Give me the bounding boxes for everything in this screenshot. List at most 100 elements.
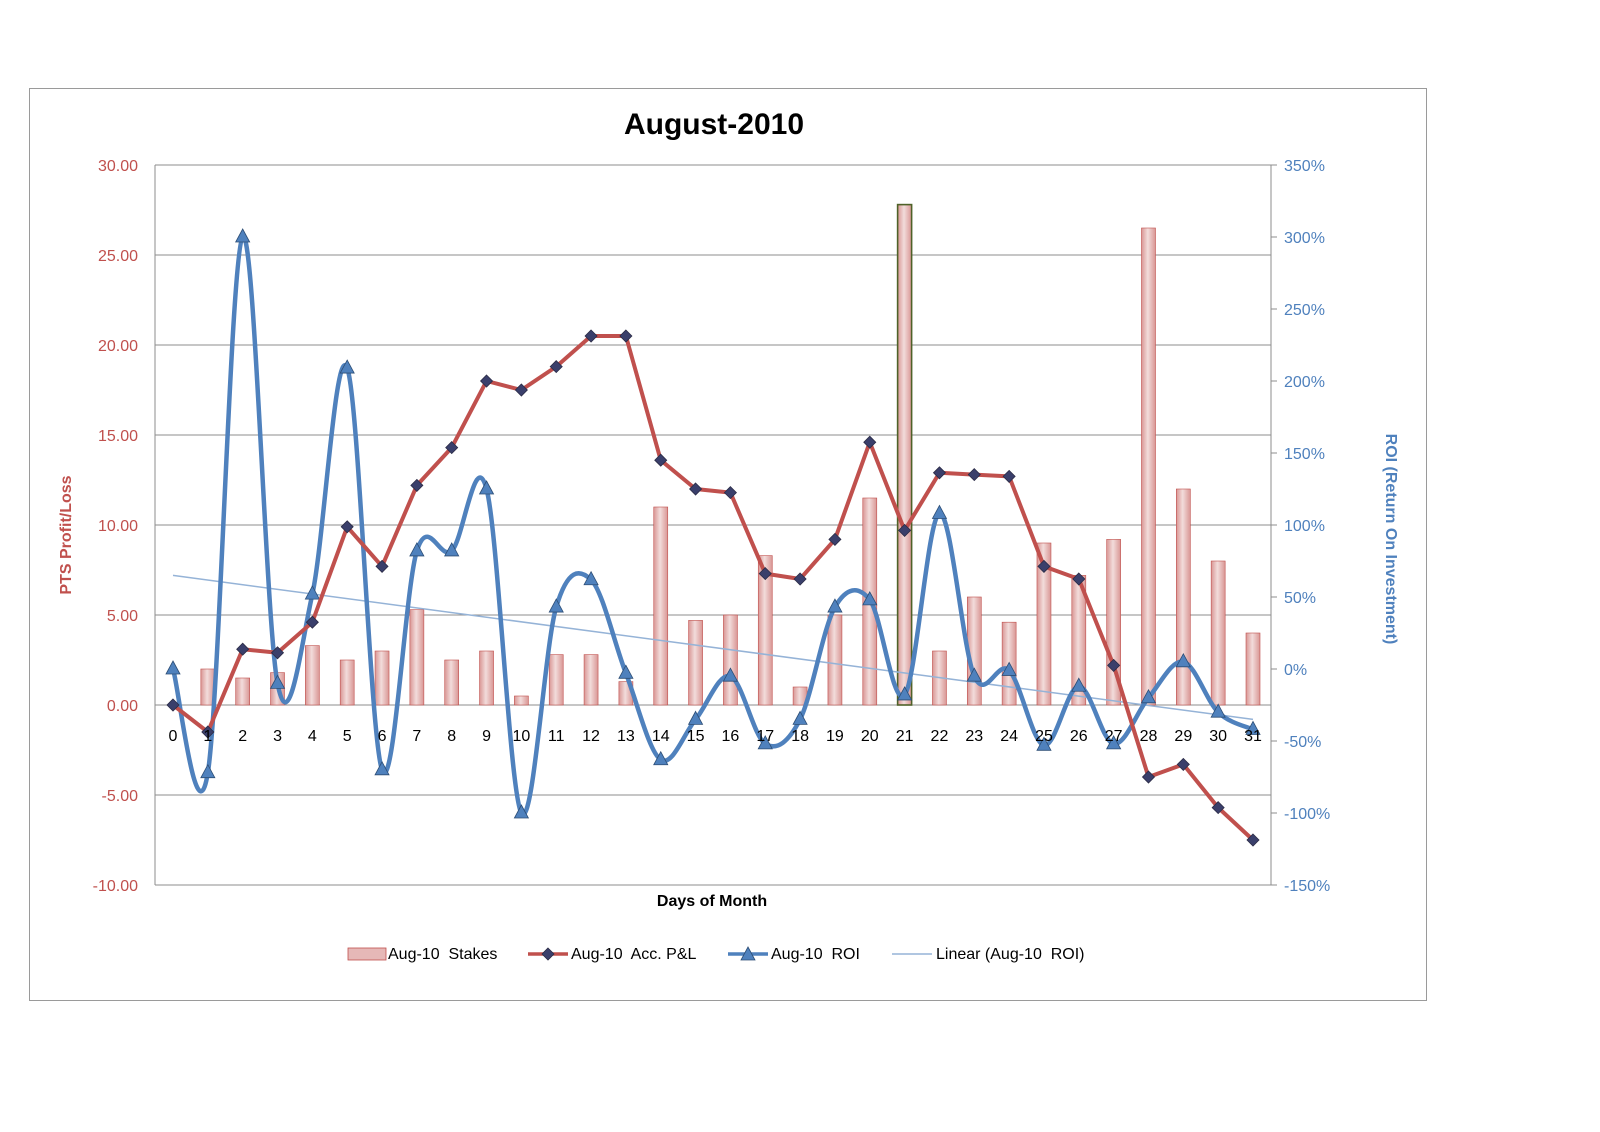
legend-label-trend: Linear (Aug-10 ROI): [936, 946, 1085, 963]
legend-label-roi: Aug-10 ROI: [771, 946, 860, 963]
chart-svg: August-2010 30.0025.0020.0015.0010.005.0…: [58, 108, 1399, 963]
stakes-bar: [1210, 560, 1226, 706]
x-tick-label: 18: [791, 728, 809, 745]
roi-point: [896, 686, 913, 701]
legend-swatch-stakes: [347, 947, 387, 961]
roi-point: [1245, 720, 1261, 735]
acc-pl-point: [723, 486, 737, 500]
roi-point: [444, 542, 460, 557]
y-right-tick-label: 350%: [1284, 158, 1325, 175]
acc-pl-point: [549, 360, 563, 374]
acc-pl-point: [1002, 469, 1016, 483]
roi-point: [304, 585, 321, 600]
y-left-tick-label: -10.00: [93, 878, 138, 895]
x-tick-label: 5: [343, 728, 352, 745]
y-left-tick-label: 25.00: [98, 248, 138, 265]
roi-series: [165, 228, 1261, 819]
legend-marker-roi: [740, 946, 756, 961]
acc-pl-series: [166, 329, 1260, 847]
y-left-tick-label: 5.00: [107, 608, 138, 625]
legend: Aug-10 Stakes Aug-10 Acc. P&L Aug-10 ROI…: [347, 946, 1085, 963]
roi-point: [757, 735, 773, 750]
acc-pl-point: [898, 523, 912, 537]
roi-point: [1036, 736, 1052, 751]
acc-pl-point: [410, 478, 424, 492]
x-tick-label: 27: [1105, 728, 1123, 745]
y-right-tick-label: -150%: [1284, 878, 1330, 895]
stakes-bar: [757, 555, 773, 706]
stakes-bar: [374, 650, 390, 706]
stakes-bar: [235, 677, 250, 706]
stakes-bar: [514, 695, 529, 706]
x-tick-label: 0: [169, 728, 178, 745]
stakes-bar: [305, 645, 320, 706]
x-axis-title: Days of Month: [657, 893, 767, 910]
x-tick-label: 3: [273, 728, 282, 745]
roi-point: [618, 664, 634, 679]
x-tick-label: 9: [482, 728, 491, 745]
stakes-bar: [548, 654, 564, 706]
legend-marker-acc-pl: [541, 947, 555, 961]
acc-pl-point: [479, 374, 494, 388]
x-tick-label: 16: [722, 728, 740, 745]
x-tick-label: 7: [412, 728, 421, 745]
acc-pl-point: [932, 466, 947, 480]
x-tick-label: 15: [687, 728, 705, 745]
x-tick-label: 6: [378, 728, 387, 745]
y-left-tick-label: 20.00: [98, 338, 138, 355]
roi-point: [1175, 652, 1191, 668]
acc-pl-point: [445, 441, 459, 455]
y-left-tick-label: 0.00: [107, 698, 138, 715]
acc-pl-point: [1176, 757, 1190, 771]
axes: [154, 164, 1277, 886]
acc-pl-point: [758, 567, 772, 581]
stakes-bar: [339, 659, 355, 706]
x-tick-label: 28: [1140, 728, 1158, 745]
acc-pl-point: [236, 642, 250, 656]
roi-point: [339, 359, 355, 374]
y-axis-right-ticks: 350% 300% 250% 200% 150% 100% 50% 0% -50% -100% -1…: [1284, 158, 1330, 895]
x-tick-label: 8: [447, 728, 456, 745]
x-tick-label: 20: [861, 728, 879, 745]
roi-point: [687, 710, 704, 725]
roi-point: [862, 591, 878, 606]
roi-line: [170, 234, 1254, 817]
y-left-tick-label: 10.00: [98, 518, 138, 535]
roi-point: [548, 598, 564, 613]
acc-pl-point: [1246, 833, 1260, 847]
chart-frame: August-2010 30.00 25.00 20.00 15.00 10.00 5.0…: [29, 88, 1427, 1001]
roi-point: [409, 542, 425, 557]
legend-label-stakes: Aug-10 Stakes: [388, 946, 497, 963]
x-tick-label: 24: [1000, 728, 1018, 745]
roi-point: [1071, 677, 1087, 692]
roi-point: [966, 667, 982, 682]
x-tick-label: 13: [617, 728, 635, 745]
roi-point: [792, 710, 808, 725]
stakes-bar: [1036, 542, 1052, 706]
x-tick-label: 30: [1209, 728, 1227, 745]
roi-point: [583, 570, 599, 586]
acc-pl-point: [340, 520, 354, 534]
roi-point: [1001, 661, 1017, 676]
acc-pl-point: [201, 725, 215, 739]
roi-point: [931, 504, 948, 519]
acc-pl-point: [654, 453, 668, 467]
y-right-tick-label: -100%: [1284, 806, 1330, 823]
roi-point: [1210, 703, 1226, 718]
legend-label-acc-pl: Aug-10 Acc. P&L: [571, 946, 697, 963]
legend-item-stakes: Aug-10 Stakes: [347, 946, 497, 963]
y-right-tick-label: -50%: [1284, 734, 1321, 751]
x-tick-label: 14: [652, 728, 670, 745]
x-tick-label: 29: [1174, 728, 1192, 745]
chart-title: August-2010: [624, 108, 804, 141]
x-tick-label: 23: [965, 728, 983, 745]
y-right-tick-label: 200%: [1284, 374, 1325, 391]
acc-pl-point: [967, 468, 981, 482]
y-axis-left-ticks: 30.00 25.00 20.00 15.00 10.00 5.00 0.00 -5.00 -1…: [93, 158, 138, 895]
stakes-bar: [1176, 488, 1191, 706]
stakes-bar: [1141, 227, 1156, 706]
stakes-bar: [653, 506, 669, 706]
acc-pl-point: [305, 615, 319, 629]
x-axis-ticks: 0 1 2 3 4 5 6 7 8 9 10 11 12 13 14 15 16 17 18 19 20 21 22 23 24…: [169, 728, 1262, 745]
x-tick-label: 19: [826, 728, 844, 745]
